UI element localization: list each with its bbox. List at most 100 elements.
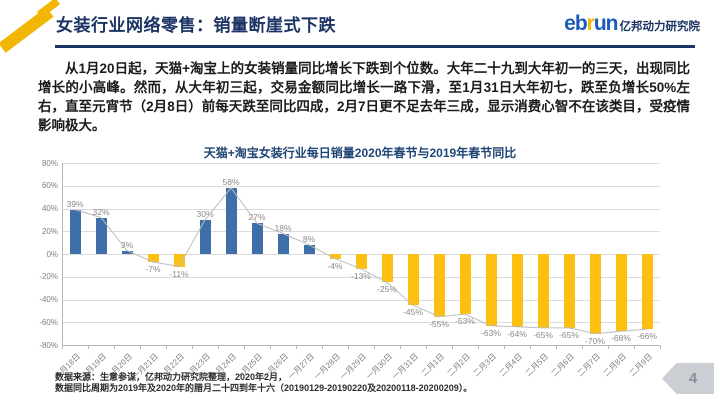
- brand-part-eb: eb: [564, 12, 587, 35]
- x-axis-tick: [374, 345, 375, 349]
- bar-value-label: -25%: [377, 284, 397, 295]
- bar: [381, 254, 393, 283]
- bar-value-label: -68%: [611, 333, 631, 344]
- bar: [433, 254, 445, 317]
- page-number-badge: 4: [662, 363, 714, 394]
- bar: [277, 233, 289, 254]
- bar: [563, 254, 575, 328]
- bar-value-label: -55%: [429, 318, 449, 329]
- bar: [121, 250, 133, 254]
- bar-value-label: -63%: [481, 327, 501, 338]
- x-axis-tick: [322, 345, 323, 349]
- x-axis-tick: [504, 345, 505, 349]
- bar-value-label: -7%: [145, 263, 161, 274]
- brand-part-un: un: [593, 12, 619, 35]
- bar: [225, 188, 237, 254]
- y-axis-tick-label: -60%: [39, 317, 58, 327]
- bar: [173, 254, 185, 267]
- bar: [147, 254, 159, 262]
- brand-part-r: r: [586, 12, 595, 35]
- x-axis-tick: [400, 345, 401, 349]
- x-axis-tick: [660, 345, 661, 349]
- bar: [589, 254, 601, 334]
- y-gridline: [62, 208, 660, 210]
- y-axis-tick-label: 40%: [41, 204, 58, 213]
- y-axis-tick-label: 80%: [41, 158, 58, 168]
- y-axis-tick-label: -40%: [39, 295, 58, 304]
- footnote-line-1: 数据来源：生意参谋，亿邦动力研究院整理，2020年2月，: [55, 372, 288, 382]
- bar-value-label: -45%: [403, 307, 423, 318]
- bar: [459, 254, 471, 315]
- x-axis-tick: [296, 345, 297, 349]
- bar: [511, 254, 523, 327]
- bar-value-label: -66%: [637, 331, 657, 342]
- footnote-line-2: 数据同比周期为2019年及2020年的腊月二十四到年十六（20190129-20…: [55, 383, 473, 393]
- bar-value-label: -70%: [585, 335, 605, 346]
- bar: [199, 219, 211, 254]
- x-axis-tick: [166, 345, 167, 349]
- bar-chart-plot-area: 80% 60% 40% 20% 0% -20% -40% -60% -80% 39% 32% 3% -7…: [39, 159, 661, 381]
- bar-value-label: 27%: [248, 212, 266, 223]
- x-axis-tick: [634, 345, 635, 349]
- x-axis-tick: [556, 345, 557, 349]
- y-gridline: [62, 322, 660, 324]
- y-axis-tick-label: 60%: [41, 181, 58, 191]
- bar: [615, 254, 627, 332]
- x-axis-tick: [452, 345, 453, 349]
- bar-value-label: 58%: [222, 177, 240, 188]
- x-axis-tick: [192, 345, 193, 349]
- x-axis-tick: [244, 345, 245, 349]
- bar: [485, 254, 497, 326]
- x-axis: [62, 345, 660, 346]
- brand-wordmark: ebrun: [564, 12, 619, 36]
- analysis-paragraph: 从1月20日起，天猫+淘宝上的女装销量同比增长下跌到个位数。大年二十九到大年初一…: [38, 61, 690, 133]
- bar: [641, 254, 653, 330]
- bar-value-label: 39%: [66, 198, 84, 209]
- page-number: 4: [688, 370, 698, 387]
- y-gridline: [62, 299, 660, 301]
- bar-value-label: -11%: [169, 268, 189, 279]
- bar: [537, 254, 549, 328]
- y-gridline: [62, 163, 660, 164]
- bar: [329, 254, 341, 259]
- x-axis-tick: [218, 345, 219, 349]
- bar: [355, 254, 367, 269]
- page-title: 女装行业网络零售：销量断崖式下跌: [56, 16, 336, 35]
- x-axis-tick: [608, 345, 609, 349]
- brand-cn-name: 亿邦动力研究院: [619, 21, 701, 33]
- x-axis-tick: [140, 345, 141, 349]
- bar-value-label: -64%: [507, 328, 527, 339]
- bar: [95, 217, 107, 254]
- brand-logo: ebrun 亿邦动力研究院: [564, 12, 700, 36]
- y-axis-tick-label: 20%: [41, 226, 58, 236]
- x-axis-tick: [530, 345, 531, 349]
- bar-value-label: 32%: [92, 206, 110, 217]
- y-gridline: [62, 231, 660, 233]
- chart-title: 天猫+淘宝女装行业每日销量2020年春节与2019年春节同比: [203, 146, 517, 160]
- x-axis-tick: [478, 345, 479, 349]
- x-axis-tick: [426, 345, 427, 349]
- bar-value-label: 18%: [274, 222, 292, 233]
- bar: [407, 254, 419, 306]
- y-gridline: [62, 276, 660, 278]
- x-axis-tick: [270, 345, 271, 349]
- y-axis: [62, 163, 63, 345]
- x-axis-tick: [88, 345, 89, 349]
- x-axis-tick: [348, 345, 349, 349]
- y-axis-tick-label: -80%: [39, 340, 58, 350]
- trend-line: [74, 187, 648, 335]
- bar-value-label: 30%: [196, 208, 214, 219]
- bar-value-label: -65%: [533, 329, 553, 340]
- bar-value-label: -53%: [455, 316, 475, 327]
- bar-value-label: 8%: [302, 233, 316, 244]
- y-axis-tick-label: 0%: [46, 249, 58, 259]
- x-axis-tick: [582, 345, 583, 349]
- bar: [69, 209, 81, 254]
- bar-value-label: -4%: [327, 260, 343, 271]
- y-gridline: [62, 185, 660, 187]
- y-axis-tick-label: -20%: [39, 272, 58, 282]
- bar: [251, 223, 263, 254]
- bar-value-label: -13%: [351, 270, 371, 281]
- bar-value-label: -65%: [559, 329, 579, 340]
